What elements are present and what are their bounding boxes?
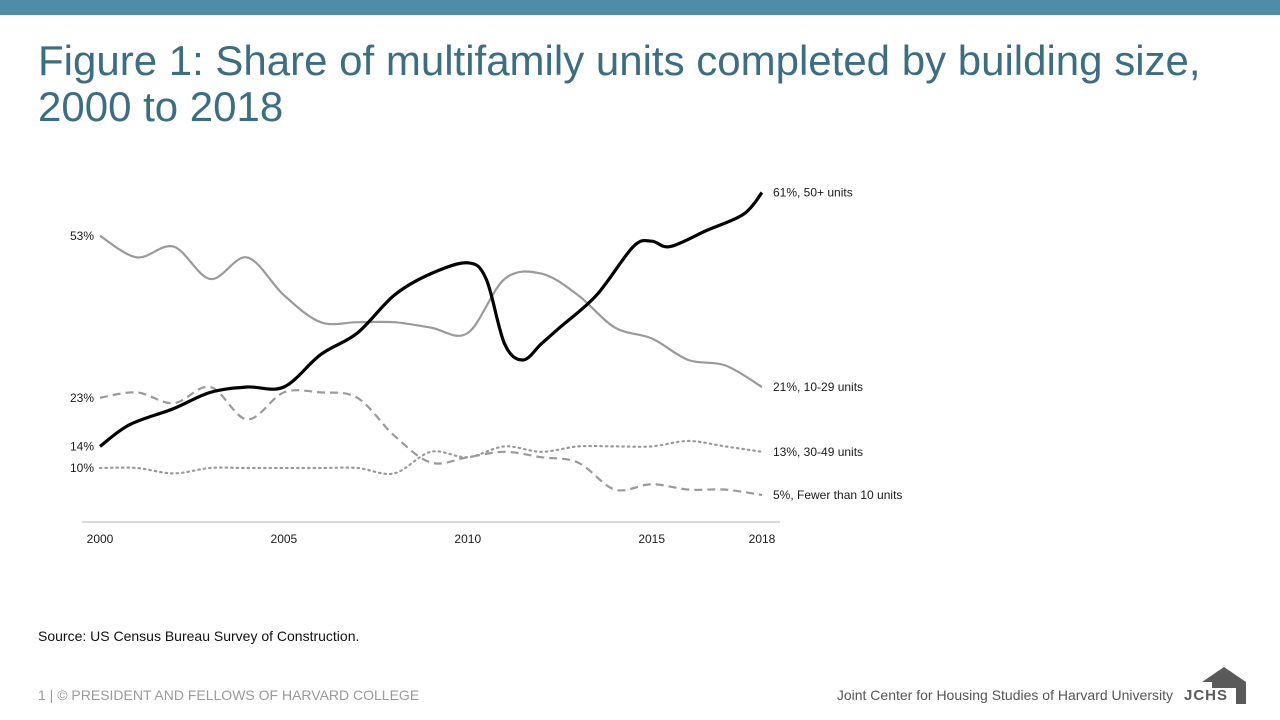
series-lines xyxy=(98,191,764,497)
x-tick-label-2010: 2010 xyxy=(454,532,481,546)
x-tick-label-2000: 2000 xyxy=(87,532,114,546)
start-label-50-units: 14% xyxy=(70,439,94,453)
start-label-fewer-than-10-units: 23% xyxy=(70,391,94,405)
start-label-30-49-units: 10% xyxy=(70,461,94,475)
end-label-50-units: 61%, 50+ units xyxy=(773,186,853,200)
x-axis-ticks: 2000 2005 2010 2015 2018 xyxy=(87,532,776,546)
series-labels: 14% 61%, 50+ units 53% 21%, 10-29 units 10% 1… xyxy=(70,186,902,502)
logo-text: JCHS xyxy=(1184,687,1228,704)
jchs-logo: JCHS xyxy=(1184,667,1246,704)
end-label-30-49-units: 13%, 30-49 units xyxy=(773,445,863,459)
source-note: Source: US Census Bureau Survey of Const… xyxy=(38,628,360,644)
slide-title: Figure 1: Share of multifamily units com… xyxy=(38,37,1201,130)
series-line-fewer-than-10-units xyxy=(99,385,763,497)
x-tick-label-2018: 2018 xyxy=(749,532,776,546)
x-tick-label-2005: 2005 xyxy=(271,532,298,546)
logo-house-shape xyxy=(1202,667,1246,704)
series-line-10-29-units xyxy=(99,234,763,388)
x-tick-label-2015: 2015 xyxy=(638,532,665,546)
series-line-50-units xyxy=(99,191,764,448)
start-label-10-29-units: 53% xyxy=(70,229,94,243)
end-label-fewer-than-10-units: 5%, Fewer than 10 units xyxy=(773,488,902,502)
top-accent-bar xyxy=(0,0,1280,15)
footer-copyright: 1 | © PRESIDENT AND FELLOWS OF HARVARD C… xyxy=(38,687,420,703)
footer-organization: Joint Center for Housing Studies of Harv… xyxy=(836,687,1173,703)
series-line-30-49-units xyxy=(98,439,764,476)
end-label-10-29-units: 21%, 10-29 units xyxy=(773,380,863,394)
